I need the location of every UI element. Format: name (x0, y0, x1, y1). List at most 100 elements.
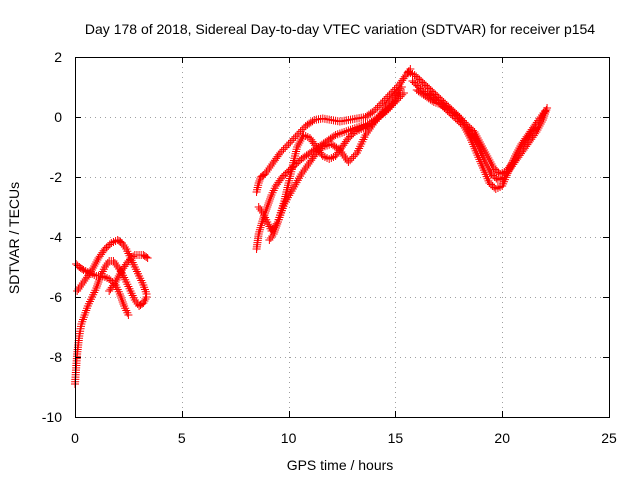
data-point (277, 147, 286, 156)
data-point (477, 159, 486, 168)
data-point (406, 69, 415, 77)
data-point (472, 149, 481, 157)
data-point (355, 126, 364, 134)
data-point (496, 170, 505, 178)
x-tick-label: 10 (281, 430, 297, 446)
data-point (273, 220, 282, 228)
data-point (371, 105, 380, 114)
data-point (351, 150, 360, 159)
data-point (479, 166, 488, 175)
data-point (254, 230, 263, 238)
data-point (375, 101, 384, 110)
data-point (291, 180, 300, 189)
data-point (373, 103, 382, 112)
data-point (142, 253, 151, 261)
data-point (293, 143, 302, 151)
data-point (473, 151, 482, 160)
data-point (124, 311, 133, 319)
series-arc3 (72, 260, 133, 319)
data-point (81, 267, 90, 275)
data-point (474, 136, 483, 144)
y-tick-label: -6 (50, 289, 63, 305)
data-point (396, 84, 405, 93)
data-point (471, 146, 480, 155)
data-point (271, 224, 280, 232)
data-point (318, 143, 327, 151)
data-point (344, 126, 353, 135)
data-point (78, 265, 87, 273)
data-point (498, 169, 507, 177)
data-point (98, 272, 107, 280)
data-point (378, 98, 387, 106)
data-point (346, 156, 355, 165)
data-point (140, 297, 149, 305)
data-point (257, 221, 266, 230)
grid-layer (75, 57, 609, 417)
data-point (269, 230, 278, 238)
data-point (141, 295, 150, 303)
data-point (103, 259, 112, 267)
data-point (483, 174, 492, 183)
data-point (268, 232, 277, 240)
data-point (483, 152, 492, 160)
x-axis-label: GPS time / hours (287, 457, 394, 473)
data-point (318, 152, 327, 160)
data-point (287, 187, 296, 196)
data-point (285, 191, 294, 200)
data-point (458, 116, 467, 125)
data-point (347, 154, 356, 163)
data-point (467, 136, 476, 145)
data-point (352, 127, 361, 135)
x-tick-label: 25 (601, 430, 617, 446)
data-point (475, 138, 484, 146)
y-tick-label: -4 (50, 229, 63, 245)
data-point (282, 195, 291, 204)
data-point (270, 228, 279, 236)
data-point (129, 252, 138, 261)
y-tick-label: -10 (42, 409, 62, 425)
x-tick-label: 5 (178, 430, 186, 446)
data-point (79, 266, 88, 274)
data-point (298, 125, 307, 134)
data-point (308, 117, 317, 126)
data-point (493, 184, 502, 192)
data-point (120, 243, 129, 251)
data-point (370, 107, 379, 115)
chart-title: Day 178 of 2018, Sidereal Day-to-day VTE… (85, 21, 595, 37)
data-point (329, 132, 338, 141)
data-point (290, 182, 299, 191)
data-point (470, 128, 479, 136)
data-point (254, 179, 263, 187)
series-arc5 (252, 65, 415, 196)
data-point (118, 298, 127, 306)
x-tick-label: 15 (388, 430, 404, 446)
data-point (263, 203, 272, 211)
data-point (335, 129, 344, 138)
data-point (107, 239, 116, 247)
data-point (434, 99, 443, 108)
data-point (325, 155, 334, 163)
data-point (288, 185, 297, 193)
data-point (466, 134, 475, 142)
data-point (276, 149, 285, 157)
data-point (376, 99, 385, 108)
data-point (382, 106, 391, 115)
x-tick-label: 0 (71, 430, 79, 446)
data-point (280, 200, 289, 208)
data-point (460, 118, 469, 127)
data-point (481, 170, 490, 179)
data-point (284, 140, 293, 148)
data-point (139, 299, 148, 307)
data-point (476, 157, 485, 166)
series-arc11 (412, 86, 543, 178)
data-point (115, 270, 124, 278)
data-point (89, 264, 98, 272)
data-point (349, 152, 358, 161)
data-point (508, 158, 517, 166)
data-point (272, 222, 281, 230)
data-point (286, 138, 295, 147)
data-point (114, 272, 123, 280)
data-point (480, 146, 489, 154)
data-point (294, 129, 303, 138)
data-point (491, 185, 500, 193)
